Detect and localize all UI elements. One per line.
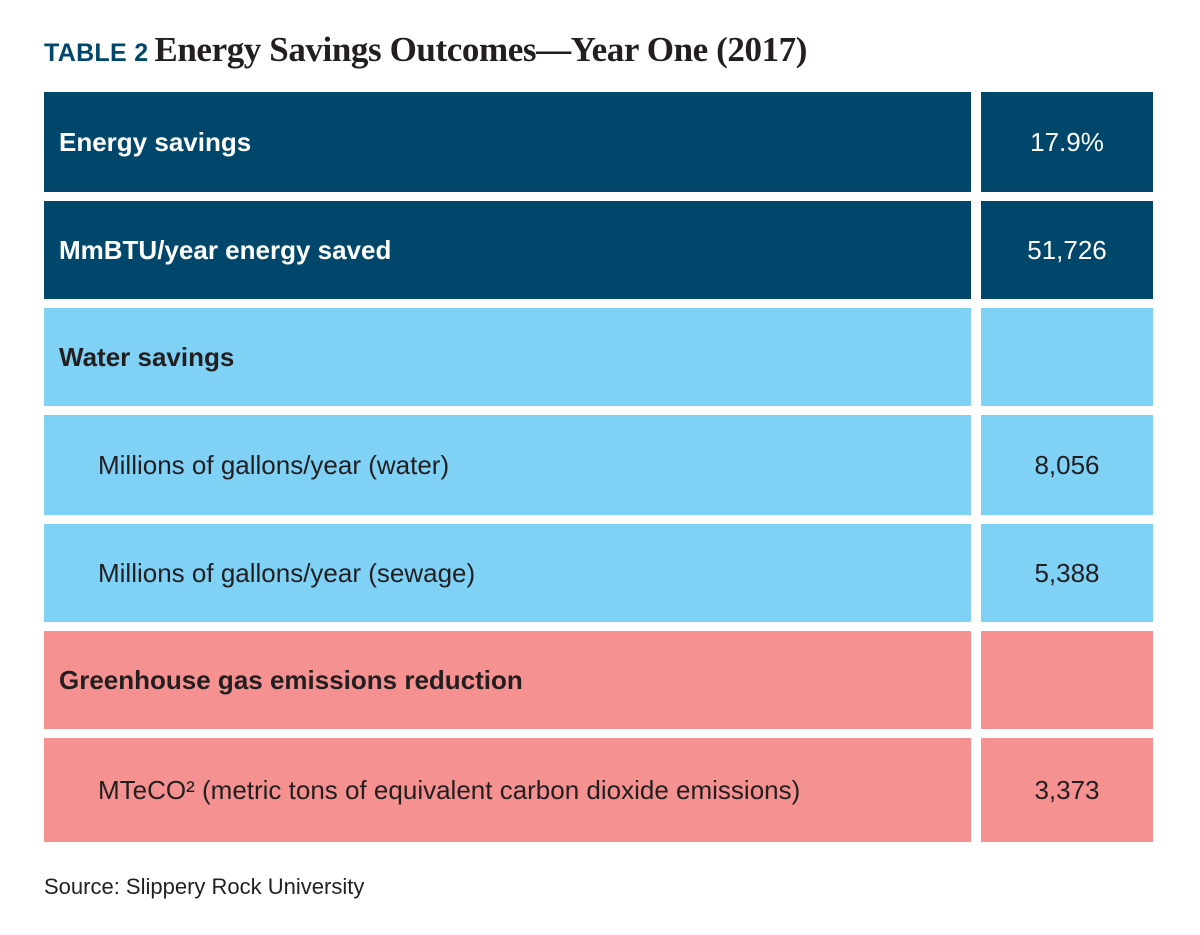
- row-label: Millions of gallons/year (sewage): [44, 524, 971, 622]
- table-row: Energy savings 17.9%: [44, 92, 1153, 192]
- table-row: Millions of gallons/year (sewage) 5,388: [44, 524, 1153, 622]
- table-number-label: TABLE 2: [44, 39, 149, 67]
- table-title-text: Energy Savings Outcomes—Year One (2017): [154, 30, 808, 69]
- row-value: 51,726: [981, 201, 1153, 299]
- row-label: Greenhouse gas emissions reduction: [44, 631, 971, 729]
- row-label: MmBTU/year energy saved: [44, 201, 971, 299]
- table-row: Greenhouse gas emissions reduction: [44, 631, 1153, 729]
- table-row: MmBTU/year energy saved 51,726: [44, 201, 1153, 299]
- table-row: Water savings: [44, 308, 1153, 406]
- row-value: 5,388: [981, 524, 1153, 622]
- row-value: [981, 308, 1153, 406]
- energy-savings-table: Energy savings 17.9% MmBTU/year energy s…: [44, 92, 1153, 851]
- row-value: 8,056: [981, 415, 1153, 515]
- row-value: 3,373: [981, 738, 1153, 842]
- row-label: Millions of gallons/year (water): [44, 415, 971, 515]
- table-row: Millions of gallons/year (water) 8,056: [44, 415, 1153, 515]
- row-label: MTeCO² (metric tons of equivalent carbon…: [44, 738, 971, 842]
- row-label: Energy savings: [44, 92, 971, 192]
- row-label: Water savings: [44, 308, 971, 406]
- table-row: MTeCO² (metric tons of equivalent carbon…: [44, 738, 1153, 842]
- row-value: [981, 631, 1153, 729]
- row-value: 17.9%: [981, 92, 1153, 192]
- source-note: Source: Slippery Rock University: [44, 874, 365, 899]
- table-title: TABLE 2 Energy Savings Outcomes—Year One…: [44, 30, 807, 80]
